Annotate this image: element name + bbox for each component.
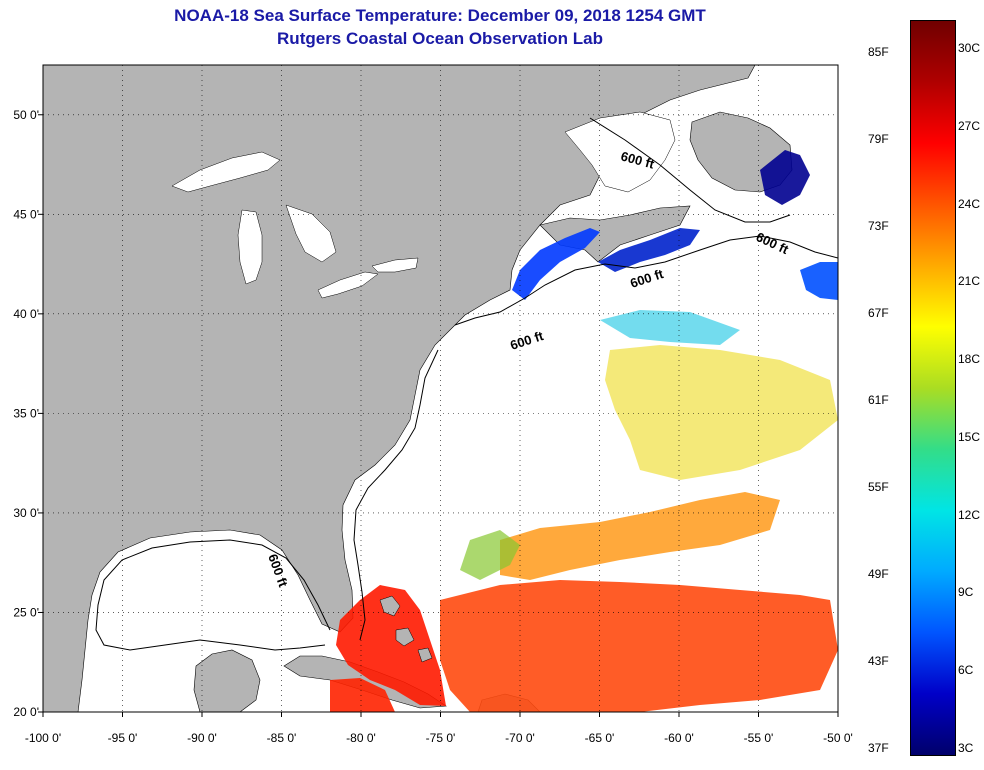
lon-tick-label: -50 0' <box>823 731 853 745</box>
map-subtitle: Rutgers Coastal Ocean Observation Lab <box>277 29 603 48</box>
lon-tick-label: -90 0' <box>187 731 217 745</box>
sst-cold-newfoundland <box>760 150 810 205</box>
colorbar-c-label: 27C <box>958 118 981 133</box>
lake-ontario <box>371 257 419 273</box>
sst-warm-florida-straits <box>336 585 446 706</box>
colorbar-c-label: 9C <box>958 585 974 600</box>
lat-tick-label: 45 0' <box>13 207 39 221</box>
sst-green-patch <box>460 530 520 580</box>
sst-cold-gulf-of-maine <box>512 228 600 300</box>
colorbar-f-label: 49F <box>868 567 889 581</box>
colorbar-f-label: 67F <box>868 306 889 320</box>
isobath-600ft <box>95 117 838 651</box>
lon-tick-label: -60 0' <box>664 731 694 745</box>
map-title: NOAA-18 Sea Surface Temperature: Decembe… <box>174 6 706 25</box>
gulf-st-lawrence <box>564 111 676 193</box>
sst-mid-atlantic-cool <box>600 310 740 345</box>
lat-axis-labels: 20 0' 25 0' 30 0' 35 0' 40 0' 45 0' 50 0' <box>13 108 39 719</box>
lake-superior <box>171 151 281 193</box>
colorbar-c-label: 3C <box>958 741 974 755</box>
lat-tick-label: 50 0' <box>13 108 39 122</box>
colorbar-c-label: 15C <box>958 429 981 444</box>
colorbar-f-label: 73F <box>868 219 889 233</box>
lon-tick-label: -55 0' <box>744 731 774 745</box>
lat-tick-label: 20 0' <box>13 705 39 719</box>
colorbar-f-label: 43F <box>868 654 889 668</box>
sst-warm-south <box>440 580 838 712</box>
sst-central-orange <box>500 492 780 580</box>
lake-michigan <box>237 209 263 285</box>
lon-tick-label: -70 0' <box>505 731 535 745</box>
sst-cold-grand-banks <box>800 262 838 300</box>
lon-tick-label: -95 0' <box>108 731 138 745</box>
lon-tick-label: -100 0' <box>25 731 61 745</box>
colorbar-c-label: 30C <box>958 41 981 55</box>
temperature-colorbar <box>910 20 956 756</box>
lon-tick-label: -80 0' <box>346 731 376 745</box>
lat-tick-label: 25 0' <box>13 605 39 619</box>
colorbar-f-label: 61F <box>868 393 889 407</box>
colorbar-f-label: 79F <box>868 132 889 146</box>
colorbar-f-label: 55F <box>868 480 889 494</box>
lake-huron <box>285 204 337 263</box>
sst-central-yellow <box>605 345 838 480</box>
colorbar-f-label: 37F <box>868 741 889 755</box>
lat-tick-label: 40 0' <box>13 307 39 321</box>
colorbar-c-label: 6C <box>958 663 974 678</box>
lon-tick-label: -75 0' <box>426 731 456 745</box>
colorbar-c-label: 24C <box>958 196 981 211</box>
colorbar-c-label: 18C <box>958 352 981 367</box>
lat-tick-label: 30 0' <box>13 506 39 520</box>
lake-erie <box>317 271 379 299</box>
yucatan-land <box>193 649 261 712</box>
colorbar-c-label: 12C <box>958 507 981 522</box>
sst-cold-scotian-shelf <box>598 228 700 272</box>
colorbar-f-label: 85F <box>868 45 889 59</box>
lon-tick-label: -65 0' <box>585 731 615 745</box>
tick-marks <box>38 114 839 717</box>
lon-axis-labels: -100 0' -95 0' -90 0' -85 0' -80 0' -75 0' -70… <box>25 731 853 745</box>
colorbar-c-label: 21C <box>958 274 981 289</box>
sst-warm-caribbean <box>330 678 395 712</box>
lon-tick-label: -85 0' <box>267 731 297 745</box>
lat-tick-label: 35 0' <box>13 406 39 420</box>
